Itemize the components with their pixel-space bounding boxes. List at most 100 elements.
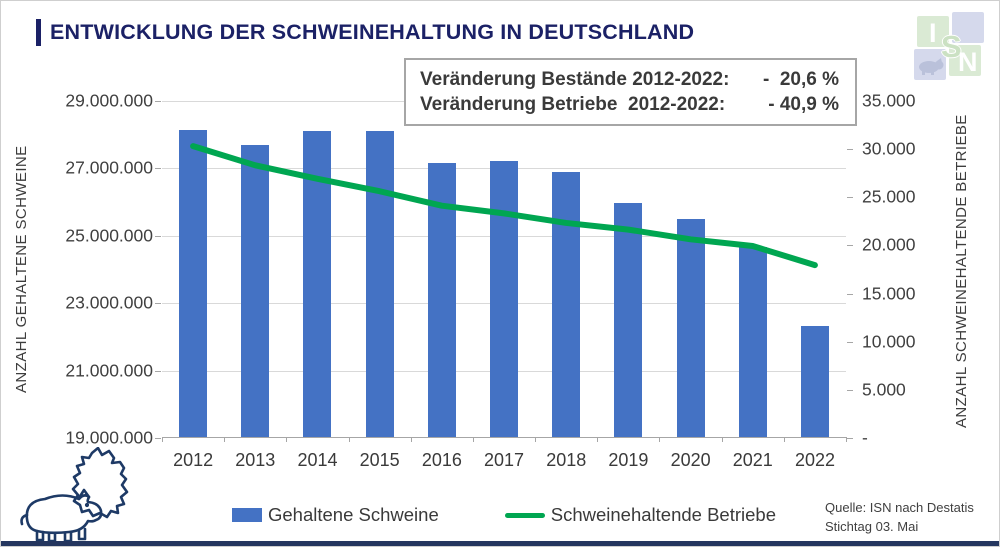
x-axis-tick xyxy=(535,437,537,442)
pig-tail xyxy=(20,513,29,526)
bar-2017 xyxy=(490,161,519,437)
x-label-2016: 2016 xyxy=(421,450,462,470)
page-title: ENTWICKLUNG DER SCHWEINEHALTUNG IN DEUTS… xyxy=(50,20,695,44)
x-label-2022: 2022 xyxy=(794,450,835,470)
right-axis-tick xyxy=(847,197,853,199)
bar-slot-2020 xyxy=(660,101,722,437)
right-axis-ticks: 35.000 30.000 25.000 20.000 15.000 10.000 5.00… xyxy=(862,91,942,448)
line-series xyxy=(190,143,818,269)
bar-2021 xyxy=(738,247,767,437)
logo-square-lavender-tr xyxy=(952,12,984,43)
bar-slot-2015 xyxy=(349,101,411,437)
bar-slot-2021 xyxy=(722,101,784,437)
pig-ear xyxy=(77,488,91,500)
left-tick-label: 21.000.000 xyxy=(65,360,153,381)
isn-logo: I S N xyxy=(914,11,996,80)
bar-slot-2018 xyxy=(535,101,597,437)
legend-item: Schweinehaltende Betriebe xyxy=(504,504,776,526)
x-label-2020: 2020 xyxy=(670,450,711,470)
x-axis-tick xyxy=(721,437,723,442)
right-axis-tick xyxy=(847,245,853,247)
right-tick-label: 30.000 xyxy=(862,138,916,159)
right-tick-label: 5.000 xyxy=(862,379,906,400)
annotation-bestande-value: - 20,6 % xyxy=(762,68,839,90)
left-axis-tick xyxy=(155,168,161,170)
x-label-2021: 2021 xyxy=(732,450,773,470)
x-axis-tick xyxy=(597,437,599,442)
left-axis-tick xyxy=(155,303,161,305)
right-axis-tick xyxy=(847,293,853,295)
x-axis-labels: 2012 2013 2014 2015 2016 2017 2018 2019 2020 2021… xyxy=(162,450,846,471)
x-label-2018: 2018 xyxy=(546,450,587,470)
bar-2020 xyxy=(676,218,705,437)
x-axis-tick xyxy=(783,437,785,442)
right-axis-tick xyxy=(847,438,853,439)
left-axis-tick xyxy=(155,370,161,372)
legend-item: Gehaltene Schweine xyxy=(232,504,439,526)
left-tick-label: 27.000.000 xyxy=(65,157,153,178)
bar-2022 xyxy=(800,326,829,437)
annotation-betriebe-value: - 40,9 % xyxy=(768,93,839,115)
pig-legs xyxy=(35,527,87,543)
left-axis-tick xyxy=(155,235,161,237)
pig-germany-icon xyxy=(17,446,139,546)
legend-label: Schweinehaltende Betriebe xyxy=(550,504,776,525)
annotation-betriebe-label: Veränderung Betriebe 2012-2022: xyxy=(420,93,726,115)
x-label-2019: 2019 xyxy=(608,450,649,470)
bar-2013 xyxy=(241,144,270,437)
right-axis-title: ANZAHL SCHWEINEHALTENDE BETRIEBE xyxy=(953,114,970,428)
left-axis-title: ANZAHL GEHALTENE SCHWEINE xyxy=(13,145,30,394)
x-label-2013: 2013 xyxy=(235,450,276,470)
pig-eye xyxy=(84,502,90,508)
left-axis-ticks: 29.000.000 27.000.000 25.000.000 23.000.000… xyxy=(41,91,153,448)
bar-2012 xyxy=(179,129,208,437)
header: ENTWICKLUNG DER SCHWEINEHALTUNG IN DEUTS… xyxy=(36,19,694,46)
annotation-bestande-label: Veränderung Bestände 2012-2022: xyxy=(420,68,730,90)
left-axis-tick xyxy=(155,438,161,439)
bar-slot-2019 xyxy=(597,101,659,437)
x-label-2012: 2012 xyxy=(173,450,214,470)
right-tick-label: 35.000 xyxy=(862,90,916,111)
bar-slot-2017 xyxy=(473,101,535,437)
source-line2: Stichtag 03. Mai xyxy=(825,518,919,534)
logo-square-green-br xyxy=(949,45,981,76)
bar-2019 xyxy=(614,203,643,437)
logo-letter-s: S xyxy=(941,29,962,64)
left-axis-tick xyxy=(155,101,161,102)
bar-slot-2022 xyxy=(784,101,846,437)
right-tick-label: 10.000 xyxy=(862,331,916,352)
bar-2018 xyxy=(552,171,581,437)
x-axis-tick xyxy=(224,437,226,442)
x-axis-tick xyxy=(472,437,474,442)
bottom-accent-bar xyxy=(1,541,999,546)
left-tick-label: 25.000.000 xyxy=(65,225,153,246)
bar-slot-2013 xyxy=(224,101,286,437)
logo-square-green-tl xyxy=(917,16,949,47)
logo-letter-n: N xyxy=(958,47,978,77)
right-tick-label: 20.000 xyxy=(862,234,916,255)
source-note: Quelle: ISN nach Destatis Stichtag 03. M… xyxy=(825,499,974,537)
logo-letter-i: I xyxy=(929,18,937,48)
x-axis-tick xyxy=(659,437,661,442)
legend: Gehaltene Schweine Schweinehaltende Betri… xyxy=(162,504,846,526)
source-line1: Quelle: ISN nach Destatis xyxy=(825,500,974,515)
legend-line-swatch xyxy=(504,512,545,518)
pig-outline-body xyxy=(25,494,103,535)
annotation-box: Veränderung Bestände 2012-2022: - 20,6 %… xyxy=(404,58,857,126)
germany-outline xyxy=(71,446,129,519)
x-axis-tick xyxy=(286,437,288,442)
x-label-2015: 2015 xyxy=(359,450,400,470)
bar-2015 xyxy=(365,131,394,437)
annotation-row-bestande: Veränderung Bestände 2012-2022: - 20,6 % xyxy=(420,69,839,91)
title-accent-bar xyxy=(36,19,41,46)
x-axis-tick xyxy=(410,437,412,442)
x-axis-ticks xyxy=(162,437,847,442)
legend-bar-swatch xyxy=(232,508,262,522)
annotation-row-betriebe: Veränderung Betriebe 2012-2022: - 40,9 % xyxy=(420,94,839,116)
plot-area xyxy=(155,101,853,442)
right-tick-label: 15.000 xyxy=(862,283,916,304)
x-axis-tick xyxy=(348,437,350,442)
bar-slot-2012 xyxy=(162,101,224,437)
x-label-2014: 2014 xyxy=(297,450,338,470)
